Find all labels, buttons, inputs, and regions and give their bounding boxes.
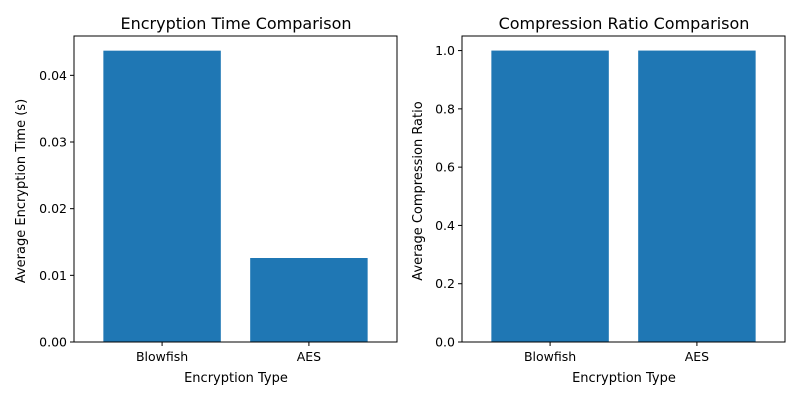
y-tick-label: 0.03 [39, 135, 67, 150]
compression-ratio-chart: Compression Ratio Comparison Encryption … [411, 14, 786, 386]
plot-frame [461, 35, 786, 343]
bar-aes [250, 258, 368, 342]
bar-blowfish [103, 50, 221, 343]
y-tick-label: 0.01 [39, 268, 67, 283]
y-tick-label: 0.4 [435, 218, 455, 233]
x-tick-label: Blowfish [524, 349, 576, 364]
y-tick-label: 0.6 [435, 160, 455, 175]
y-axis-label: Average Encryption Time (s) [14, 99, 29, 283]
bar-aes [638, 50, 756, 342]
x-tick-label: AES [297, 349, 321, 364]
x-tick-label: AES [685, 349, 709, 364]
plot-frame [73, 35, 398, 343]
y-tick-label: 0.04 [39, 68, 67, 83]
chart-title: Compression Ratio Comparison [499, 14, 750, 33]
y-tick-label: 0.8 [435, 101, 455, 116]
y-tick-label: 0.0 [435, 335, 455, 350]
x-axis-label: Encryption Type [572, 371, 676, 386]
y-tick-label: 0.00 [39, 335, 67, 350]
y-axis-label: Average Compression Ratio [411, 101, 426, 280]
x-axis-label: Encryption Type [184, 371, 288, 386]
y-tick-label: 0.02 [39, 201, 67, 216]
y-tick-label: 1.0 [435, 43, 455, 58]
x-tick-label: Blowfish [136, 349, 188, 364]
bar-blowfish [491, 50, 609, 342]
y-tick-label: 0.2 [435, 276, 455, 291]
chart-title: Encryption Time Comparison [120, 14, 351, 33]
encryption-time-chart: Encryption Time Comparison Encryption Ty… [14, 14, 398, 386]
